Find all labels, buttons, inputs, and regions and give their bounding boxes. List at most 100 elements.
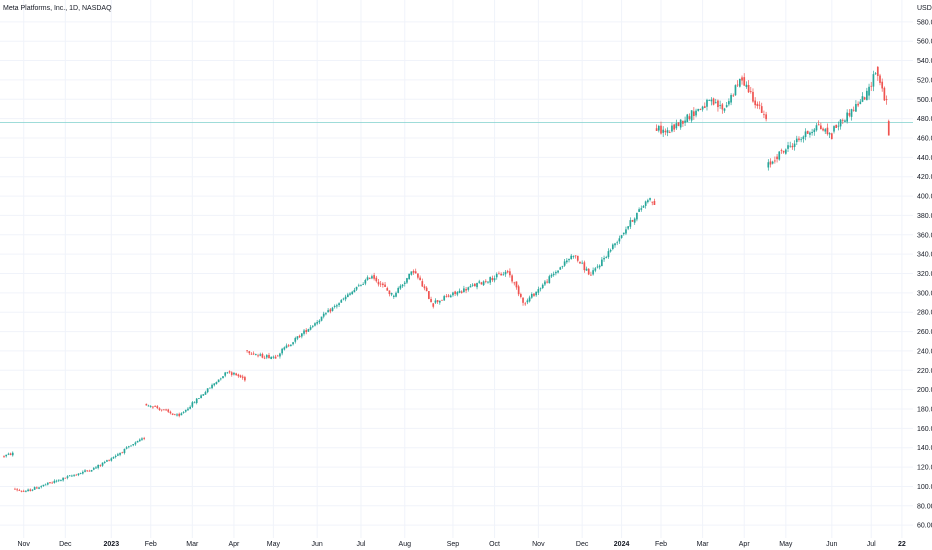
candle-up[interactable]	[182, 412, 185, 413]
candle-up[interactable]	[134, 442, 137, 445]
candle-up[interactable]	[644, 201, 647, 206]
candle-up[interactable]	[342, 298, 345, 300]
candle-down[interactable]	[375, 277, 378, 282]
candle-up[interactable]	[344, 296, 347, 300]
candle-up[interactable]	[625, 229, 627, 234]
candle-up[interactable]	[5, 454, 8, 457]
candle-down[interactable]	[876, 66, 879, 76]
candle-up[interactable]	[778, 151, 781, 160]
candle-down[interactable]	[887, 121, 890, 136]
candle-up[interactable]	[568, 258, 570, 261]
candle-up[interactable]	[318, 320, 321, 323]
candle-down[interactable]	[16, 489, 18, 491]
candle-up[interactable]	[614, 243, 616, 246]
candle-up[interactable]	[90, 470, 93, 472]
candle-down[interactable]	[879, 75, 881, 83]
candle-down[interactable]	[237, 374, 240, 377]
candle-up[interactable]	[224, 372, 227, 376]
candle-up[interactable]	[117, 454, 119, 456]
candle-up[interactable]	[222, 376, 224, 379]
candle-down[interactable]	[841, 119, 844, 121]
candle-down[interactable]	[655, 128, 658, 131]
candle-up[interactable]	[872, 74, 875, 87]
candle-down[interactable]	[653, 201, 656, 205]
candle-up[interactable]	[346, 294, 349, 298]
candle-down[interactable]	[763, 114, 765, 116]
candle-down[interactable]	[587, 268, 590, 275]
candle-up[interactable]	[771, 161, 774, 164]
candle-up[interactable]	[397, 288, 400, 293]
candle-down[interactable]	[421, 281, 424, 287]
candle-down[interactable]	[517, 286, 520, 295]
candle-down[interactable]	[500, 273, 502, 276]
candle-up[interactable]	[31, 489, 34, 491]
candle-up[interactable]	[233, 372, 235, 375]
candle-up[interactable]	[456, 292, 459, 295]
candle-down[interactable]	[274, 356, 277, 359]
candle-down[interactable]	[230, 372, 233, 375]
candle-up[interactable]	[73, 474, 75, 476]
candle-down[interactable]	[432, 303, 435, 307]
candle-up[interactable]	[662, 129, 665, 133]
candle-down[interactable]	[379, 283, 382, 285]
candle-up[interactable]	[802, 136, 805, 140]
candle-up[interactable]	[434, 300, 437, 303]
candle-up[interactable]	[92, 468, 95, 470]
candle-up[interactable]	[725, 105, 728, 108]
candle-up[interactable]	[535, 291, 538, 296]
candle-up[interactable]	[866, 90, 868, 101]
candle-up[interactable]	[403, 282, 406, 284]
candle-down[interactable]	[885, 99, 888, 101]
candle-up[interactable]	[469, 285, 472, 288]
candle-down[interactable]	[18, 490, 21, 491]
candle-down[interactable]	[252, 353, 255, 355]
candle-up[interactable]	[46, 482, 49, 485]
candle-up[interactable]	[314, 323, 316, 326]
candle-down[interactable]	[248, 351, 251, 354]
candle-down[interactable]	[143, 438, 146, 439]
candle-up[interactable]	[272, 356, 275, 358]
candle-up[interactable]	[200, 395, 202, 399]
candle-up[interactable]	[106, 460, 108, 462]
candle-up[interactable]	[730, 95, 732, 103]
candle-up[interactable]	[55, 480, 58, 482]
candle-down[interactable]	[373, 275, 375, 279]
candle-up[interactable]	[285, 345, 288, 348]
candle-up[interactable]	[449, 295, 452, 298]
candle-up[interactable]	[11, 452, 14, 456]
candle-down[interactable]	[522, 297, 524, 303]
candle-up[interactable]	[552, 273, 555, 276]
candle-up[interactable]	[657, 126, 660, 131]
candle-up[interactable]	[53, 480, 56, 483]
candle-up[interactable]	[226, 372, 229, 374]
candle-up[interactable]	[125, 447, 128, 449]
candle-up[interactable]	[103, 461, 106, 463]
candle-down[interactable]	[382, 283, 384, 286]
candle-up[interactable]	[123, 448, 126, 454]
candle-down[interactable]	[154, 406, 156, 407]
candle-up[interactable]	[859, 101, 862, 105]
candle-down[interactable]	[574, 255, 577, 257]
candle-down[interactable]	[121, 452, 124, 454]
candle-up[interactable]	[502, 274, 505, 276]
candle-down[interactable]	[250, 353, 253, 355]
candle-down[interactable]	[417, 273, 419, 278]
candle-up[interactable]	[559, 267, 562, 270]
candle-up[interactable]	[338, 303, 340, 306]
candle-down[interactable]	[14, 488, 16, 490]
candle-up[interactable]	[837, 125, 840, 127]
candle-up[interactable]	[868, 86, 870, 96]
candle-up[interactable]	[795, 138, 798, 143]
candle-down[interactable]	[22, 490, 25, 492]
candle-down[interactable]	[870, 85, 873, 87]
candle-up[interactable]	[620, 235, 623, 238]
candle-up[interactable]	[7, 453, 10, 455]
candle-down[interactable]	[760, 106, 763, 113]
candle-up[interactable]	[309, 327, 312, 330]
candle-up[interactable]	[482, 281, 485, 286]
candle-up[interactable]	[811, 131, 813, 134]
candle-up[interactable]	[141, 438, 143, 440]
candle-up[interactable]	[180, 413, 183, 416]
candle-up[interactable]	[557, 270, 559, 273]
candle-down[interactable]	[509, 271, 511, 276]
